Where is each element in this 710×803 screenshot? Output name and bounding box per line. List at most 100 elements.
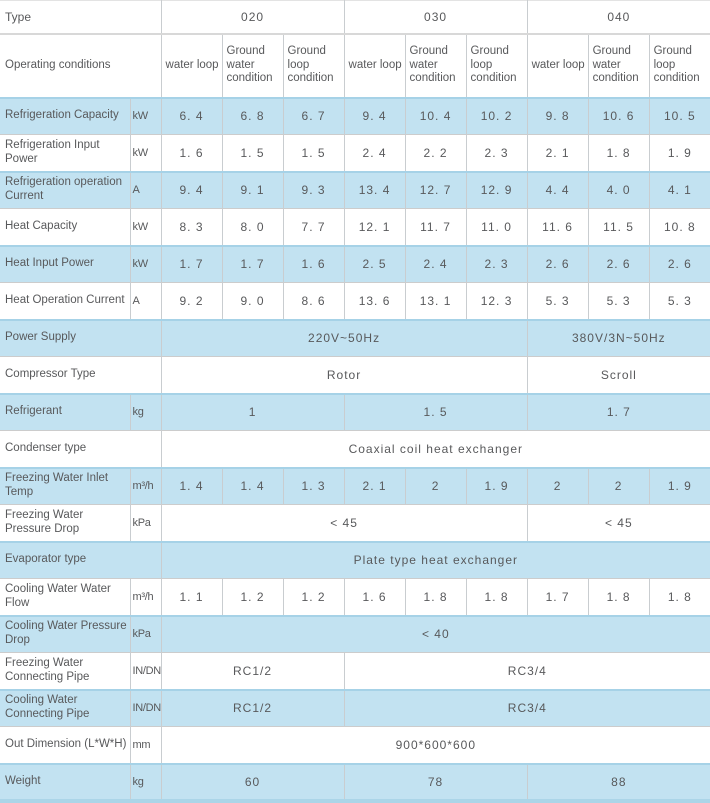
value-cell: 1. 8 [465, 578, 528, 616]
type-header-row: Type 020 030 040 [0, 0, 710, 34]
value-cell: 10. 2 [465, 96, 528, 135]
row-unit: IN/DN [129, 652, 162, 690]
value-cell: 1. 7 [221, 244, 284, 283]
table-row: Condenser type Coaxial coil heat exchange… [0, 430, 710, 468]
value-cell: Scroll [526, 356, 710, 394]
row-label: Cooling Water Water Flow [0, 578, 130, 616]
value-cell: 2. 6 [587, 244, 650, 283]
value-cell: 13. 1 [404, 282, 467, 320]
value-cell: 9. 0 [221, 282, 284, 320]
value-cell: 9. 3 [282, 170, 345, 209]
condition-header: Ground loop condition [465, 32, 528, 98]
value-cell: 1. 8 [587, 134, 650, 172]
value-cell: 1. 9 [648, 466, 710, 505]
table-row: Freezing Water Pressure Drop kPa < 45 < 45 [0, 504, 710, 542]
table-row: Heat Operation Current A 9. 2 9. 0 8. 6 13. 6… [0, 282, 710, 320]
row-unit: IN/DN [129, 688, 162, 727]
row-unit: kW [129, 96, 162, 135]
value-cell: 1. 7 [160, 244, 223, 283]
value-cell: 1. 8 [404, 578, 467, 616]
row-label: Heat Operation Current [0, 282, 130, 320]
value-cell: 2 [526, 466, 589, 505]
value-cell: 6. 4 [160, 96, 223, 135]
value-cell: Rotor [160, 356, 528, 394]
row-unit: kPa [129, 504, 162, 542]
value-cell: 60 [160, 762, 345, 801]
table-row: Refrigerant kg 1 1. 5 1. 7 [0, 392, 710, 431]
row-unit: mm [129, 726, 162, 764]
condition-header: Ground water condition [587, 32, 650, 98]
value-cell: 9. 8 [526, 96, 589, 135]
value-cell: Plate type heat exchanger [160, 540, 710, 579]
row-label: Freezing Water Pressure Drop [0, 504, 130, 542]
value-cell: 5. 3 [526, 282, 589, 320]
value-cell: 12. 9 [465, 170, 528, 209]
table-row: Freezing Water Inlet Temp m³/h 1. 4 1. 4 1. … [0, 466, 710, 505]
value-cell: 1. 5 [221, 134, 284, 172]
row-label: Out Dimension (L*W*H) [0, 726, 130, 764]
table-row: Out Dimension (L*W*H) mm 900*600*600 [0, 726, 710, 764]
value-cell: 7. 7 [282, 208, 345, 246]
value-cell: 11. 5 [587, 208, 650, 246]
value-cell: 4. 1 [648, 170, 710, 209]
row-label: Cooling Water Connecting Pipe [0, 688, 130, 727]
value-cell: 2. 4 [404, 244, 467, 283]
row-label: Weight [0, 762, 130, 801]
value-cell: 2. 1 [526, 134, 589, 172]
value-cell: Coaxial coil heat exchanger [160, 430, 710, 468]
spec-table-body: Refrigeration Capacity kW 6. 4 6. 8 6. 7 9. 4… [0, 96, 710, 801]
table-row: Cooling Water Connecting Pipe IN/DN RC1/2 R… [0, 688, 710, 727]
value-cell: 8. 3 [160, 208, 223, 246]
value-cell: 10. 6 [587, 96, 650, 135]
value-cell: 1. 6 [282, 244, 345, 283]
table-row: Cooling Water Water Flow m³/h 1. 1 1. 2 1. 2… [0, 578, 710, 616]
value-cell: 1. 5 [282, 134, 345, 172]
row-label: Cooling Water Pressure Drop [0, 614, 130, 653]
condition-header: Ground water condition [221, 32, 284, 98]
value-cell: 2. 4 [343, 134, 406, 172]
value-cell: 12. 7 [404, 170, 467, 209]
value-cell: 2. 2 [404, 134, 467, 172]
row-unit: kW [129, 134, 162, 172]
row-label: Refrigeration Input Power [0, 134, 130, 172]
table-row: Heat Input Power kW 1. 7 1. 7 1. 6 2. 5 2. 4 2.… [0, 244, 710, 283]
row-label: Heat Capacity [0, 208, 130, 246]
row-label: Refrigeration operation Current [0, 170, 130, 209]
value-cell: 220V~50Hz [160, 318, 528, 357]
value-cell: 9. 4 [343, 96, 406, 135]
value-cell: 12. 1 [343, 208, 406, 246]
value-cell: 2. 3 [465, 244, 528, 283]
value-cell: 4. 4 [526, 170, 589, 209]
value-cell: RC3/4 [343, 688, 710, 727]
value-cell: < 40 [160, 614, 710, 653]
condition-header: water loop [160, 32, 223, 98]
condition-header: water loop [526, 32, 589, 98]
value-cell: 10. 4 [404, 96, 467, 135]
table-row: Refrigeration Capacity kW 6. 4 6. 8 6. 7 9. 4… [0, 96, 710, 135]
value-cell: 5. 3 [648, 282, 710, 320]
row-unit: A [129, 170, 162, 209]
table-row: Weight kg 60 78 88 [0, 762, 710, 801]
model-040-header: 040 [526, 0, 710, 34]
value-cell: 1. 2 [221, 578, 284, 616]
value-cell: 1. 3 [282, 466, 345, 505]
row-label: Freezing Water Inlet Temp [0, 466, 130, 505]
value-cell: 1. 8 [587, 578, 650, 616]
value-cell: 2. 6 [648, 244, 710, 283]
value-cell: 1. 5 [343, 392, 528, 431]
model-020-header: 020 [160, 0, 345, 34]
row-label: Refrigerant [0, 392, 130, 431]
type-label: Type [0, 0, 162, 34]
value-cell: 6. 7 [282, 96, 345, 135]
value-cell: 2 [404, 466, 467, 505]
value-cell: 2. 5 [343, 244, 406, 283]
value-cell: RC1/2 [160, 688, 345, 727]
row-unit: kPa [129, 614, 162, 653]
row-unit: kW [129, 208, 162, 246]
row-label: Freezing Water Connecting Pipe [0, 652, 130, 690]
value-cell: 2. 1 [343, 466, 406, 505]
value-cell: 9. 2 [160, 282, 223, 320]
row-unit: kg [129, 392, 162, 431]
